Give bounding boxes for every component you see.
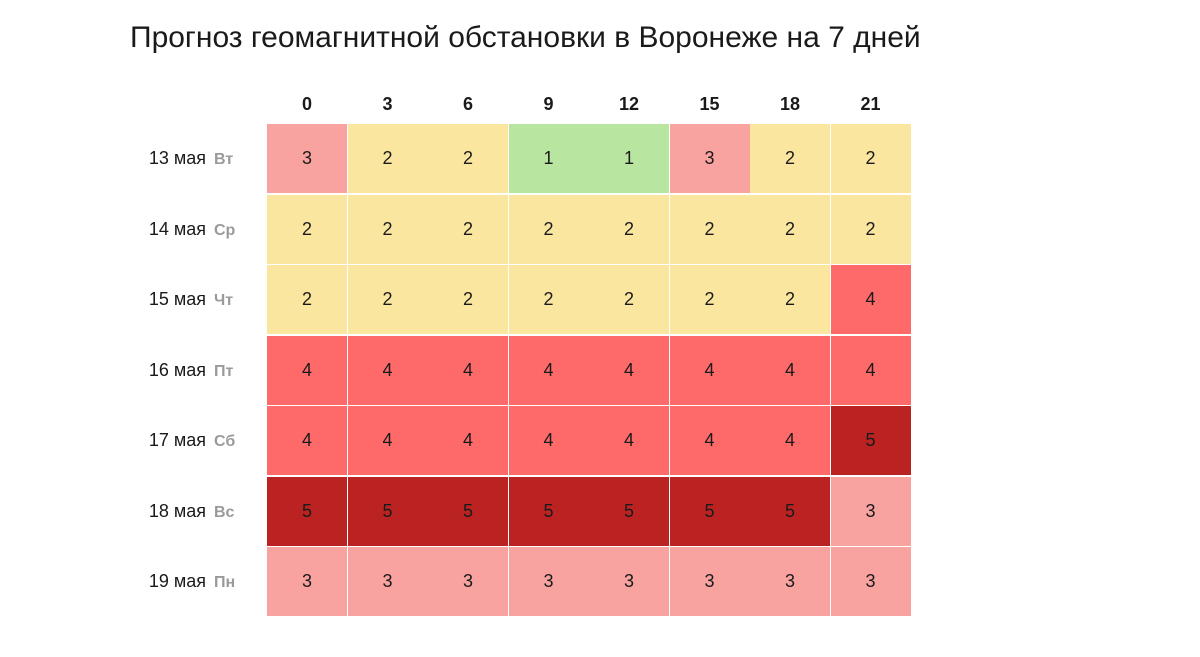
heatmap-cell: 2 <box>750 124 830 193</box>
row-label: 17 мая Сб <box>100 428 240 454</box>
heatmap-cell: 3 <box>750 547 830 616</box>
heatmap-cell: 3 <box>589 547 669 616</box>
heatmap-cell: 4 <box>750 335 830 405</box>
heatmap-cell: 4 <box>508 335 589 405</box>
hour-label: 9 <box>543 94 554 114</box>
row-label: 14 мая Ср <box>100 217 240 243</box>
row-weekday: Пт <box>214 362 234 380</box>
row-weekday: Пн <box>214 574 236 591</box>
heatmap-cell: 3 <box>508 547 589 616</box>
heatmap-cell: 2 <box>347 124 428 193</box>
hour-label: 15 <box>699 94 720 114</box>
heatmap-cell: 4 <box>267 406 347 475</box>
heatmap-cell: 2 <box>589 265 669 334</box>
heatmap-cell: 4 <box>589 335 669 405</box>
heatmap-cell: 3 <box>830 476 911 546</box>
hour-label: 6 <box>462 94 473 114</box>
row-date: 14 мая <box>148 218 206 239</box>
row-weekday: Вс <box>214 503 235 521</box>
row-label: 15 мая Чт <box>100 287 240 313</box>
hour-label: 18 <box>779 94 801 114</box>
heatmap-cell: 3 <box>669 124 750 193</box>
heatmap-cell: 2 <box>750 194 830 264</box>
hour-label: 0 <box>301 94 312 114</box>
heatmap-cell: 1 <box>589 124 669 193</box>
heatmap-cell: 4 <box>347 335 428 405</box>
heatmap-cell: 2 <box>347 265 428 334</box>
heatmap-cell: 2 <box>428 265 508 334</box>
hour-label: 3 <box>382 94 393 114</box>
heatmap-cell: 2 <box>508 194 589 264</box>
heatmap-cell: 4 <box>267 335 347 405</box>
heatmap-cell: 4 <box>830 265 911 334</box>
heatmap-cell: 5 <box>347 476 428 546</box>
hour-label: 12 <box>618 94 640 114</box>
heatmap-cell: 5 <box>830 406 911 475</box>
heatmap-cell: 5 <box>750 476 830 546</box>
row-date: 13 мая <box>148 148 206 168</box>
heatmap-cell: 2 <box>267 265 347 334</box>
heatmap-cell: 4 <box>428 335 508 405</box>
heatmap-cell: 2 <box>347 194 428 264</box>
heatmap-cell: 2 <box>750 265 830 334</box>
heatmap-cell: 5 <box>428 476 508 546</box>
heatmap-cell: 5 <box>589 476 669 546</box>
row-date: 17 мая <box>148 430 206 450</box>
heatmap-cell: 2 <box>830 194 911 264</box>
heatmap-cell: 5 <box>669 476 750 546</box>
heatmap-cell: 5 <box>267 476 347 546</box>
row-label: 19 мая Пн <box>100 569 240 595</box>
heatmap-cell: 4 <box>347 406 428 475</box>
heatmap-cell: 4 <box>508 406 589 475</box>
row-label: 16 мая Пт <box>100 358 240 384</box>
row-date: 16 мая <box>148 359 206 380</box>
heatmap-cell: 4 <box>669 406 750 475</box>
hour-label: 21 <box>860 94 881 114</box>
row-date: 15 мая <box>148 289 206 309</box>
heatmap-cell: 3 <box>428 547 508 616</box>
heatmap-cell: 1 <box>508 124 589 193</box>
row-weekday: Вт <box>214 151 234 168</box>
heatmap-cell: 2 <box>267 194 347 264</box>
heatmap-cell: 2 <box>669 194 750 264</box>
heatmap-cell: 2 <box>428 124 508 193</box>
heatmap-cell: 2 <box>428 194 508 264</box>
heatmap-cell: 3 <box>267 124 347 193</box>
heatmap-cell: 2 <box>589 194 669 264</box>
row-weekday: Сб <box>214 433 236 450</box>
heatmap-cell: 4 <box>830 335 911 405</box>
heatmap-cell: 2 <box>508 265 589 334</box>
heatmap-cell: 2 <box>669 265 750 334</box>
row-date: 18 мая <box>148 500 206 521</box>
row-weekday: Чт <box>214 292 234 309</box>
heatmap-cell: 4 <box>589 406 669 475</box>
heatmap-cell: 4 <box>428 406 508 475</box>
heatmap-cell: 4 <box>669 335 750 405</box>
heatmap-cell: 3 <box>347 547 428 616</box>
heatmap-cell: 3 <box>830 547 911 616</box>
row-weekday: Ср <box>214 221 236 239</box>
heatmap-cell: 4 <box>750 406 830 475</box>
chart-title: Прогноз геомагнитной обстановки в Вороне… <box>130 21 921 54</box>
row-label: 18 мая Вс <box>100 499 240 525</box>
row-label: 13 мая Вт <box>100 146 240 172</box>
heatmap-cell: 3 <box>669 547 750 616</box>
heatmap-cell: 2 <box>830 124 911 193</box>
heatmap-cell: 5 <box>508 476 589 546</box>
heatmap-cell: 3 <box>267 547 347 616</box>
row-date: 19 мая <box>148 571 206 591</box>
